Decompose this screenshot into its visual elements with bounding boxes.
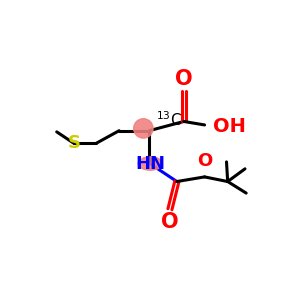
- Text: $^{13}$C: $^{13}$C: [156, 110, 182, 128]
- Text: O: O: [197, 152, 212, 170]
- Text: HN: HN: [135, 154, 165, 172]
- Text: O: O: [161, 212, 179, 232]
- Text: OH: OH: [213, 117, 245, 136]
- Text: S: S: [68, 134, 81, 152]
- Circle shape: [134, 119, 153, 138]
- Ellipse shape: [138, 157, 162, 170]
- Text: O: O: [175, 69, 193, 89]
